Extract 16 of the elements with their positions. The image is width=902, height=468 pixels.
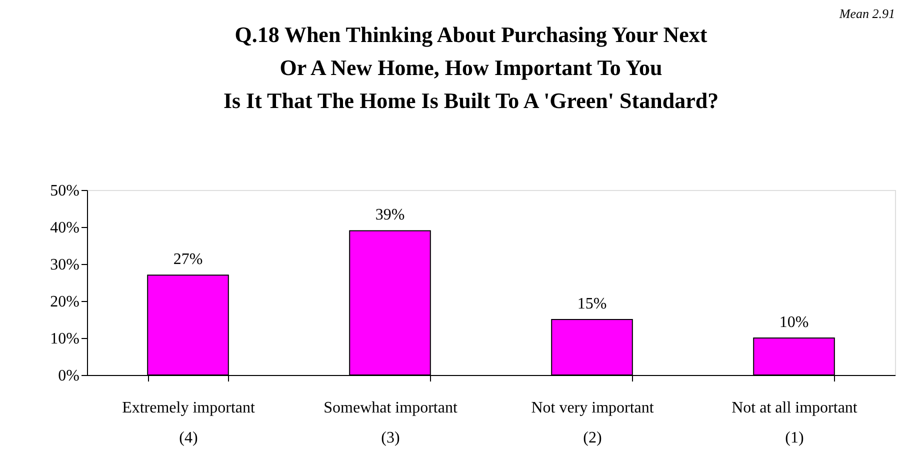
x-tick-label: Extremely important (4) [122, 400, 256, 446]
y-tick-label: 40% [50, 220, 80, 236]
text: Mean 2.91 [838, 6, 895, 21]
x-tick-label: Not very important (2) [531, 400, 654, 446]
y-tick-label: 20% [50, 294, 80, 310]
data-label: 39% [375, 206, 405, 224]
x-tick-label: Somewhat important (3) [324, 400, 458, 446]
data-label: 15% [577, 296, 607, 312]
data-label: 10% [779, 314, 809, 331]
y-tick-label: 0% [58, 368, 80, 384]
y-tick-label: 30% [50, 256, 80, 274]
chart-title: Q.18 When Thinking About Purchasing Your Next Or A New Home, How Important To You Is It That The Home Is Built To A 'Green' Standard? [223, 22, 719, 113]
data-label: 27% [173, 251, 203, 268]
y-tick-label: 10% [50, 330, 80, 348]
x-tick-label: Not at all important (1) [732, 400, 858, 446]
y-tick-label: 50% [50, 182, 80, 200]
